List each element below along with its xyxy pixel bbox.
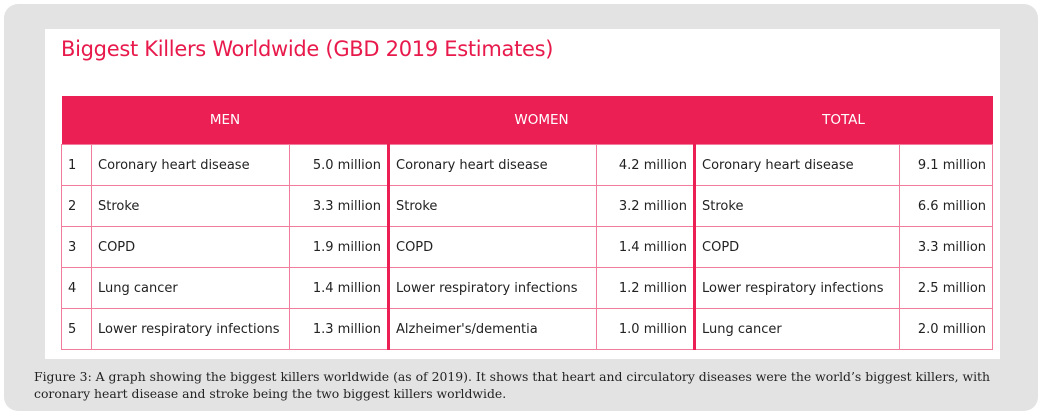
- men-cause-cell: Lower respiratory infections: [91, 308, 290, 350]
- women-value-cell: 1.2 million: [595, 267, 696, 309]
- total-cause-cell: Lower respiratory infections: [693, 267, 901, 309]
- men-value-cell: 5.0 million: [289, 144, 389, 186]
- women-value-cell: 1.4 million: [595, 226, 696, 268]
- table-header-row: MEN WOMEN TOTAL: [61, 96, 993, 145]
- rank-cell: 1: [61, 144, 92, 186]
- table-row: 5 Lower respiratory infections 1.3 million…: [61, 308, 994, 350]
- table-row: 4 Lung cancer 1.4 million Lower respiratory…: [61, 267, 994, 309]
- header-total: TOTAL: [694, 96, 993, 145]
- figure-caption: Figure 3: A graph showing the biggest ki…: [34, 368, 1024, 402]
- total-cause-cell: Lung cancer: [693, 308, 901, 350]
- women-cause-cell: Lower respiratory infections: [387, 267, 597, 309]
- men-value-cell: 1.3 million: [289, 308, 389, 350]
- men-value-cell: 1.4 million: [289, 267, 389, 309]
- men-cause-cell: Stroke: [91, 185, 290, 227]
- header-women: WOMEN: [388, 96, 695, 145]
- infographic-panel: Biggest Killers Worldwide (GBD 2019 Esti…: [45, 29, 1000, 359]
- women-cause-cell: Stroke: [387, 185, 597, 227]
- women-value-cell: 4.2 million: [595, 144, 696, 186]
- table-row: 3 COPD 1.9 million COPD 1.4 million COPD 3.3 m…: [61, 226, 994, 268]
- total-cause-cell: Stroke: [693, 185, 901, 227]
- women-cause-cell: Alzheimer's/dementia: [387, 308, 597, 350]
- table-row: 1 Coronary heart disease 5.0 million Corona…: [61, 144, 994, 186]
- figure-frame: Biggest Killers Worldwide (GBD 2019 Esti…: [4, 4, 1038, 411]
- infographic-title: Biggest Killers Worldwide (GBD 2019 Esti…: [61, 37, 554, 61]
- total-cause-cell: COPD: [693, 226, 901, 268]
- total-cause-cell: Coronary heart disease: [693, 144, 901, 186]
- men-cause-cell: COPD: [91, 226, 290, 268]
- table-row: 2 Stroke 3.3 million Stroke 3.2 million Strok…: [61, 185, 994, 227]
- men-cause-cell: Coronary heart disease: [91, 144, 290, 186]
- header-men: MEN: [61, 96, 389, 145]
- rank-cell: 2: [61, 185, 92, 227]
- women-cause-cell: COPD: [387, 226, 597, 268]
- caption-text: : A graph showing the biggest killers wo…: [34, 369, 991, 401]
- total-value-cell: 3.3 million: [899, 226, 994, 268]
- total-value-cell: 6.6 million: [899, 185, 994, 227]
- rank-cell: 4: [61, 267, 92, 309]
- women-cause-cell: Coronary heart disease: [387, 144, 597, 186]
- men-value-cell: 1.9 million: [289, 226, 389, 268]
- caption-label: Figure 3: [34, 369, 88, 384]
- rank-cell: 3: [61, 226, 92, 268]
- total-value-cell: 2.5 million: [899, 267, 994, 309]
- rank-cell: 5: [61, 308, 92, 350]
- killers-table: MEN WOMEN TOTAL 1 Coronary heart disease 5…: [61, 96, 994, 350]
- women-value-cell: 3.2 million: [595, 185, 696, 227]
- total-value-cell: 2.0 million: [899, 308, 994, 350]
- women-value-cell: 1.0 million: [595, 308, 696, 350]
- total-value-cell: 9.1 million: [899, 144, 994, 186]
- men-value-cell: 3.3 million: [289, 185, 389, 227]
- men-cause-cell: Lung cancer: [91, 267, 290, 309]
